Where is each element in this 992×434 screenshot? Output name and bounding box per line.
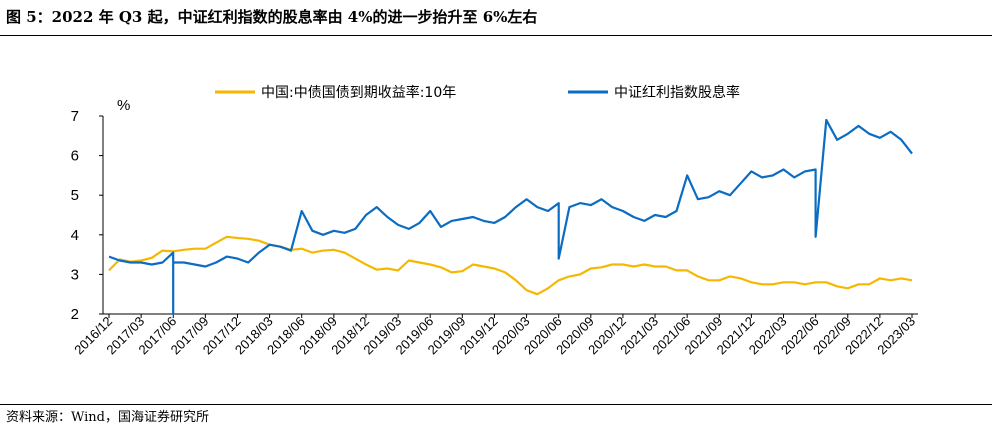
y-tick-label: 7 (71, 108, 79, 125)
figure-title: 图 5：2022 年 Q3 起，中证红利指数的股息率由 4%的进一步抬升至 6%… (6, 8, 538, 26)
legend-label-2: 中证红利指数股息率 (614, 84, 740, 101)
y-tick-labels: 2 3 4 5 6 7 (71, 108, 79, 323)
x-tick-labels: 2016/122017/032017/062017/092017/122018/… (71, 314, 918, 358)
line-chart: 中国:中债国债到期收益率:10年 中证红利指数股息率 % 2 3 4 5 6 7 2016/… (71, 84, 918, 358)
series-line-2 (108, 118, 913, 316)
legend-label-1: 中国:中债国债到期收益率:10年 (261, 84, 456, 101)
source-note: 资料来源：Wind，国海证券研究所 (6, 410, 209, 425)
y-tick-label: 2 (71, 306, 79, 323)
y-tick-label: 6 (71, 148, 79, 165)
series-line-1 (108, 235, 913, 296)
axes (99, 115, 918, 318)
y-tick-label: 5 (71, 187, 79, 204)
legend: 中国:中债国债到期收益率:10年 中证红利指数股息率 (215, 84, 740, 101)
title-rule (0, 35, 992, 36)
y-tick-label: 3 (71, 266, 79, 283)
y-axis-unit-label: % (117, 97, 130, 114)
y-tick-label: 4 (71, 227, 79, 244)
series-layer (108, 118, 913, 316)
source-rule (0, 404, 992, 405)
